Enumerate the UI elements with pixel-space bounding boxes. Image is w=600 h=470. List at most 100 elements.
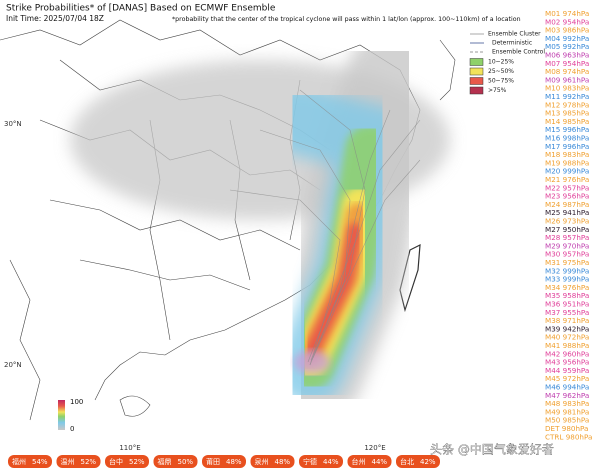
city-name: 宁德: [303, 457, 317, 466]
member-label: M36 951hPa: [545, 300, 589, 309]
city-badge: [8, 455, 52, 468]
member-label: M32 999hPa: [545, 266, 589, 275]
watermark: 头条 @中国气象爱好者: [430, 442, 554, 457]
city-prob: 54%: [32, 458, 48, 466]
member-label: M29 970hPa: [545, 241, 589, 250]
member-label: CTRL 980hPa: [545, 432, 592, 441]
member-label: M04 992hPa: [545, 34, 589, 43]
legend-swatch: [469, 58, 484, 66]
member-label: M18 983hPa: [545, 150, 589, 159]
legend-label: >75%: [488, 87, 507, 94]
city-prob: 48%: [226, 458, 242, 466]
lon-label: 110°E: [119, 444, 140, 452]
member-label: M33 999hPa: [545, 275, 589, 284]
member-label: M42 960hPa: [545, 349, 589, 358]
legend-label: Ensemble Control: [492, 49, 545, 56]
member-label: M23 956hPa: [545, 192, 589, 201]
member-label: M08 974hPa: [545, 67, 589, 76]
city-prob: 42%: [420, 458, 436, 466]
member-label: M07 954hPa: [545, 59, 589, 68]
member-label: M43 956hPa: [545, 358, 589, 367]
city-badge: [105, 455, 149, 468]
member-label: M06 963hPa: [545, 51, 589, 60]
city-badge: [153, 455, 198, 468]
member-label: M30 957hPa: [545, 250, 589, 259]
city-prob: 52%: [129, 458, 145, 466]
city-name: 台北: [400, 457, 414, 466]
member-label: M22 957hPa: [545, 183, 589, 192]
legend-swatch: [469, 86, 484, 95]
member-label: M48 983hPa: [545, 399, 589, 408]
lat-label: 20°N: [4, 361, 22, 369]
member-label: M21 976hPa: [545, 175, 589, 184]
city-name: 台州: [352, 457, 366, 466]
legend-swatch: [469, 67, 484, 76]
member-label: DET 980hPa: [545, 424, 588, 433]
member-label: M13 985hPa: [545, 109, 589, 118]
city-name: 泉州: [255, 457, 269, 466]
member-label: M40 972hPa: [545, 333, 589, 342]
member-label: M20 999hPa: [545, 167, 589, 176]
lat-label: 30°N: [4, 120, 22, 128]
city-prob: 48%: [275, 458, 291, 466]
member-label: M41 988hPa: [545, 341, 589, 350]
member-label: M09 961hPa: [545, 75, 589, 84]
member-label: M46 994hPa: [545, 383, 589, 392]
city-prob: 52%: [81, 458, 97, 466]
city-prob: 44%: [323, 458, 339, 466]
city-name: 台中: [109, 457, 123, 466]
member-label: M16 998hPa: [545, 134, 589, 143]
member-label: M15 996hPa: [545, 125, 589, 134]
member-label: M14 985hPa: [545, 117, 589, 126]
member-label: M11 992hPa: [545, 92, 589, 101]
member-label: M31 975hPa: [545, 258, 589, 267]
city-badge: [202, 455, 246, 468]
member-label: M02 954hPa: [545, 17, 589, 26]
city-prob: 50%: [178, 458, 194, 466]
member-label: M39 942hPa: [545, 324, 589, 333]
city-name: 莆田: [206, 457, 220, 466]
member-label: M05 992hPa: [545, 42, 589, 51]
member-label: M26 973hPa: [545, 217, 589, 226]
member-label: M01 974hPa: [545, 9, 589, 18]
city-badge: [299, 455, 343, 468]
city-badge: [347, 455, 392, 468]
city-name: 福鼎: [158, 457, 172, 466]
member-label: M50 985hPa: [545, 416, 589, 425]
member-label: M47 962hPa: [545, 391, 589, 400]
legend-label: Deterministic: [492, 40, 532, 47]
member-label: M45 972hPa: [545, 374, 589, 383]
legend-label: 50~75%: [488, 78, 514, 85]
member-label: M03 986hPa: [545, 26, 589, 35]
city-name: 福州: [12, 457, 26, 466]
ensemble-tracks: [229, 89, 421, 366]
member-label: M44 959hPa: [545, 366, 589, 375]
colorbar-min: 0: [70, 425, 74, 433]
colorbar: [58, 400, 65, 430]
init-time: Init Time: 2025/07/04 18Z: [6, 14, 104, 23]
legend-label: 25~50%: [488, 68, 514, 75]
member-label: M37 955hPa: [545, 308, 589, 317]
colorbar-max: 100: [70, 398, 83, 406]
member-label: M27 950hPa: [545, 225, 589, 234]
legend-swatch: [469, 77, 484, 85]
city-badge: [56, 455, 101, 468]
member-label: M28 957hPa: [545, 233, 589, 242]
member-label: M24 987hPa: [545, 200, 589, 209]
member-label: M19 988hPa: [545, 158, 589, 167]
city-prob: 44%: [372, 458, 388, 466]
member-label: M10 983hPa: [545, 84, 589, 93]
member-label: M35 958hPa: [545, 291, 589, 300]
footnote: *probability that the center of the trop…: [172, 16, 521, 23]
member-label: M34 976hPa: [545, 283, 589, 292]
member-label: M49 981hPa: [545, 407, 589, 416]
legend-label: 10~25%: [488, 59, 514, 66]
lon-label: 120°E: [364, 444, 385, 452]
member-label: M25 941hPa: [545, 208, 589, 217]
city-name: 温州: [61, 457, 75, 466]
title: Strike Probabilities* of [DANAS] Based o…: [6, 4, 276, 14]
city-badge: [250, 455, 295, 468]
city-badge: [396, 455, 440, 468]
